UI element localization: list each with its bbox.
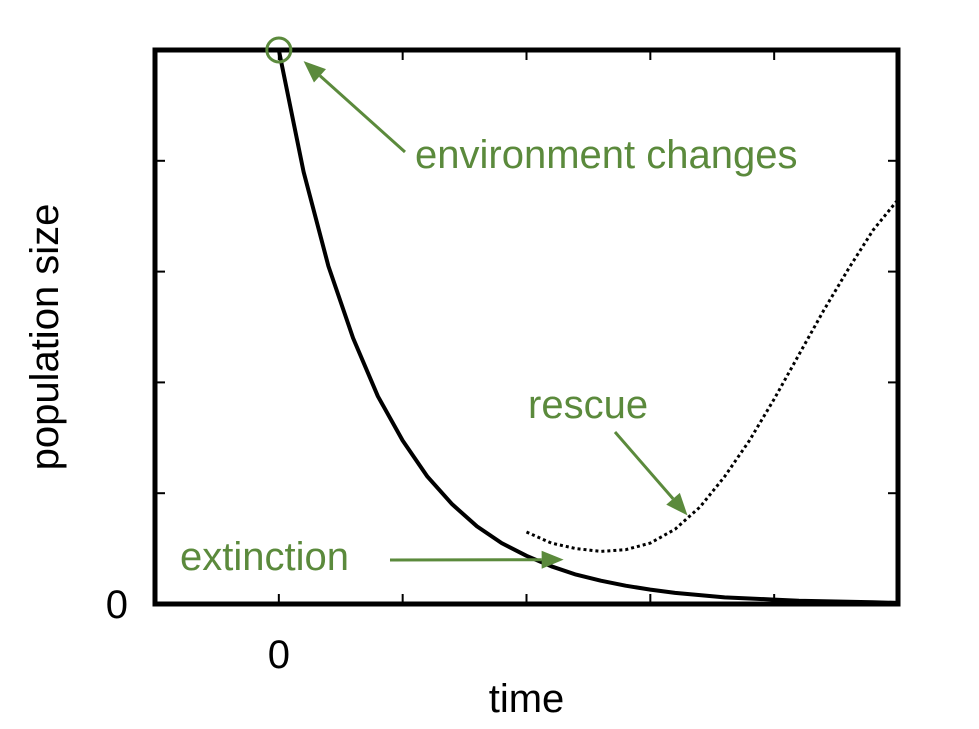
annotation-layer: environment changes rescue extinction xyxy=(180,61,797,579)
rescue-trajectory-line xyxy=(525,198,900,553)
annotation-extinction: extinction xyxy=(180,535,349,579)
annotation-rescue: rescue xyxy=(528,383,648,427)
annotation-environment-changes-arrowhead xyxy=(303,61,326,83)
annotation-extinction-arrowhead xyxy=(541,550,564,569)
tick-layer xyxy=(155,49,898,604)
y-tick-label: 0 xyxy=(106,583,128,627)
marker-layer xyxy=(265,36,293,64)
x-tick-label: 0 xyxy=(268,633,290,677)
annotation-rescue-arrow xyxy=(613,431,675,500)
annotation-rescue-arrowhead xyxy=(666,492,688,516)
annotation-environment-changes: environment changes xyxy=(415,133,797,177)
population-line-1 xyxy=(276,49,899,605)
environment-change-marker xyxy=(265,36,293,64)
x-axis-label: time xyxy=(489,677,565,721)
y-axis-label: population size xyxy=(23,204,67,471)
annotation-environment-changes-arrow xyxy=(318,74,407,154)
